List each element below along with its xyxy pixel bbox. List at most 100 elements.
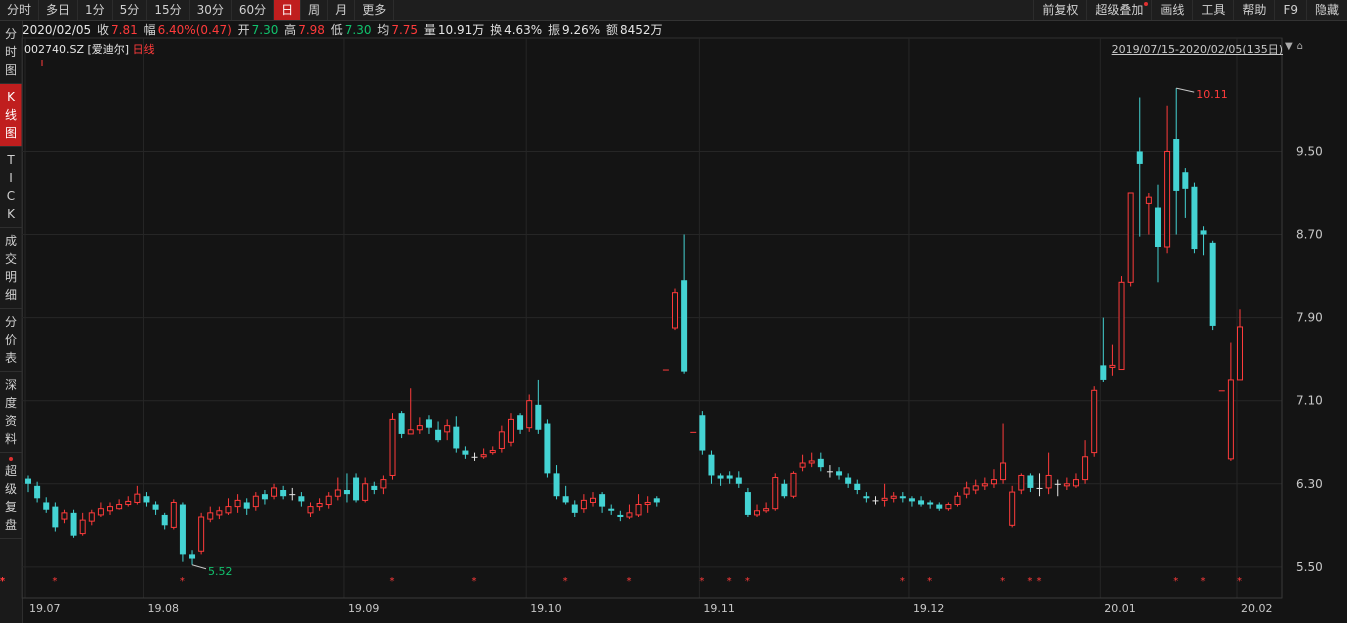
candle-body-119 bbox=[1109, 364, 1116, 368]
candle-body-39 bbox=[380, 479, 387, 489]
tab-5[interactable]: 30分 bbox=[190, 0, 232, 20]
candle-body-29 bbox=[289, 494, 296, 496]
range-dropdown-icon[interactable]: ▼ ⌂ bbox=[1284, 41, 1303, 52]
star-marker-20: * bbox=[0, 576, 5, 587]
candle-body-30 bbox=[298, 496, 305, 502]
x-tick-label-2: 19.09 bbox=[348, 602, 380, 615]
candle-body-127 bbox=[1182, 172, 1189, 189]
candle-body-132 bbox=[1227, 379, 1234, 460]
toolbar-right-2[interactable]: 画线 bbox=[1151, 0, 1192, 20]
sidebar-item-0[interactable]: 分时图 bbox=[0, 21, 22, 84]
candle-body-75 bbox=[708, 454, 715, 476]
x-tick-label-1: 19.08 bbox=[147, 602, 179, 615]
toolbar-right-1[interactable]: 超级叠加 bbox=[1086, 0, 1151, 20]
candle-body-11 bbox=[125, 500, 132, 506]
tab-3[interactable]: 5分 bbox=[113, 0, 148, 20]
candle-body-61 bbox=[580, 499, 587, 510]
candle-body-81 bbox=[763, 508, 770, 512]
candle-body-7 bbox=[88, 512, 95, 522]
candle-body-99 bbox=[927, 502, 934, 505]
max-pointer bbox=[1176, 87, 1195, 93]
candle-body-5 bbox=[70, 512, 77, 536]
tab-4[interactable]: 15分 bbox=[147, 0, 190, 20]
close-label: 收 bbox=[97, 23, 110, 37]
star-marker-7: * bbox=[727, 576, 732, 587]
candle-body-74 bbox=[699, 415, 706, 451]
tab-2[interactable]: 1分 bbox=[78, 0, 113, 20]
star-marker-11: * bbox=[1000, 576, 1005, 587]
candle-body-41 bbox=[398, 413, 405, 434]
close-value: 7.81 bbox=[111, 23, 138, 37]
star-marker-14: * bbox=[1173, 576, 1178, 587]
candle-body-36 bbox=[353, 477, 360, 501]
candle-body-6 bbox=[79, 519, 86, 535]
tab-7[interactable]: 日 bbox=[274, 0, 302, 20]
max-label: 10.11 bbox=[1196, 88, 1228, 101]
candle-body-106 bbox=[990, 479, 997, 485]
candle-body-19 bbox=[198, 516, 205, 552]
candle-body-24 bbox=[243, 502, 250, 509]
sidebar-item-6[interactable]: 超级复盘 bbox=[0, 453, 22, 539]
tab-6[interactable]: 60分 bbox=[232, 0, 275, 20]
tab-0[interactable]: 分时 bbox=[0, 0, 40, 20]
candle-body-120 bbox=[1118, 281, 1125, 371]
sidebar-item-4[interactable]: 分价表 bbox=[0, 309, 22, 372]
candle-body-84 bbox=[790, 472, 797, 497]
toolbar-right-0[interactable]: 前复权 bbox=[1033, 0, 1086, 20]
candle-body-34 bbox=[334, 489, 341, 497]
date-range[interactable]: 2019/07/15-2020/02/05(135日) bbox=[1111, 43, 1283, 56]
candle-body-25 bbox=[252, 495, 259, 508]
candle-body-73 bbox=[690, 431, 697, 433]
y-tick-label-5: 9.50 bbox=[1296, 144, 1323, 158]
candle-body-83 bbox=[781, 483, 788, 497]
candle-body-111 bbox=[1036, 487, 1043, 489]
candle-body-3 bbox=[52, 506, 59, 528]
candle-body-37 bbox=[362, 483, 369, 501]
candle-body-77 bbox=[726, 475, 733, 479]
star-marker-16: * bbox=[1237, 576, 1242, 587]
candle-body-45 bbox=[435, 429, 442, 441]
sidebar-item-5[interactable]: 深度资料 bbox=[0, 372, 22, 453]
candle-body-56 bbox=[535, 404, 542, 430]
tab-9[interactable]: 月 bbox=[328, 0, 356, 20]
avg-label: 均 bbox=[377, 23, 390, 37]
candle-body-28 bbox=[280, 490, 287, 497]
high-label: 高 bbox=[284, 23, 297, 37]
candle-body-14 bbox=[152, 504, 159, 510]
tab-8[interactable]: 周 bbox=[301, 0, 329, 20]
candle-body-58 bbox=[553, 473, 560, 497]
candle-body-18 bbox=[189, 554, 196, 559]
candle-body-43 bbox=[416, 425, 423, 431]
tab-1[interactable]: 多日 bbox=[39, 0, 79, 20]
candle-body-21 bbox=[216, 510, 223, 516]
open-value: 7.30 bbox=[251, 23, 279, 37]
toolbar-right-6[interactable]: 隐藏 bbox=[1305, 0, 1347, 20]
sidebar-item-3[interactable]: 成交明细 bbox=[0, 228, 22, 309]
candle-body-112 bbox=[1045, 474, 1052, 489]
candle-body-102 bbox=[954, 495, 961, 506]
candle-body-121 bbox=[1127, 192, 1134, 283]
candle-body-0 bbox=[25, 478, 31, 484]
candle-body-22 bbox=[225, 506, 232, 514]
x-tick-label-4: 19.11 bbox=[703, 602, 735, 615]
candle-body-96 bbox=[899, 496, 906, 499]
toolbar-right-4[interactable]: 帮助 bbox=[1233, 0, 1274, 20]
toolbar-right-5[interactable]: F9 bbox=[1274, 0, 1306, 20]
candle-body-50 bbox=[480, 454, 487, 458]
toolbar-right-3[interactable]: 工具 bbox=[1192, 0, 1233, 20]
candle-body-40 bbox=[389, 418, 396, 476]
sidebar-dot bbox=[9, 457, 13, 461]
candle-body-82 bbox=[772, 477, 779, 510]
x-tick-label-6: 20.01 bbox=[1104, 602, 1136, 615]
candle-body-51 bbox=[489, 450, 496, 454]
candle-body-98 bbox=[918, 500, 925, 505]
candle-body-67 bbox=[635, 504, 642, 516]
stock-code: 002740.SZ bbox=[24, 43, 85, 56]
tab-10[interactable]: 更多 bbox=[355, 0, 395, 20]
min-pointer bbox=[191, 564, 207, 570]
star-marker-1: * bbox=[180, 576, 185, 587]
swing-label: 振 bbox=[548, 23, 561, 37]
